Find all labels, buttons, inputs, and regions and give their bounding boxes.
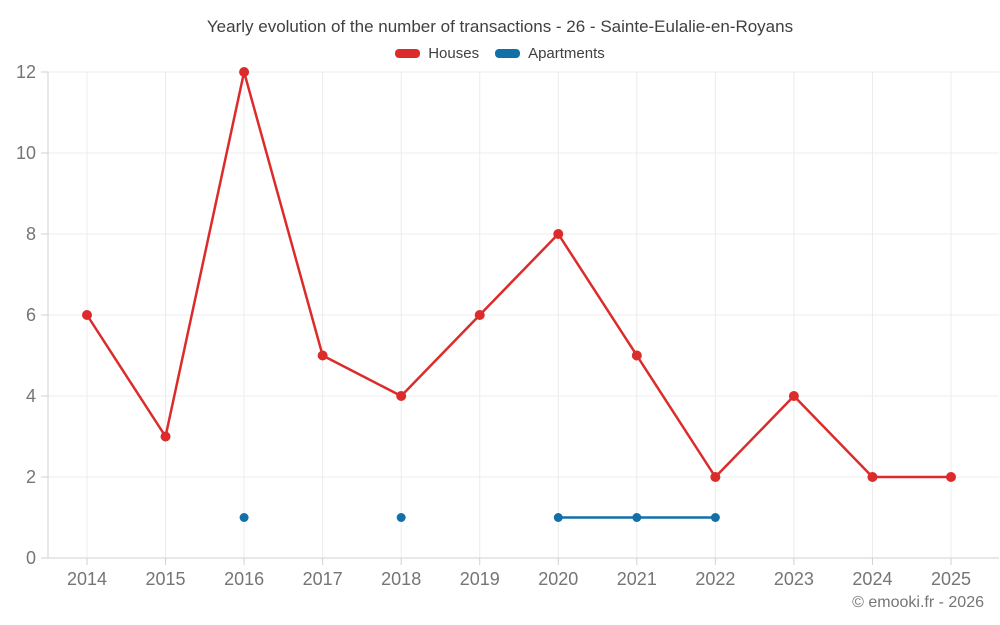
y-tick-label: 8	[26, 224, 36, 244]
x-tick-label: 2016	[224, 569, 264, 589]
x-tick-label: 2014	[67, 569, 107, 589]
x-tick-label: 2020	[538, 569, 578, 589]
x-tick-label: 2025	[931, 569, 971, 589]
copyright-text: © emooki.fr - 2026	[852, 594, 984, 611]
series-line-houses	[85, 70, 953, 479]
data-point-houses-2023[interactable]	[788, 391, 799, 401]
x-tick-label: 2018	[381, 569, 421, 589]
data-point-houses-2018[interactable]	[396, 391, 407, 401]
data-point-houses-2014[interactable]	[82, 310, 92, 320]
y-tick-label: 6	[26, 305, 36, 325]
chart-title: Yearly evolution of the number of transa…	[206, 17, 794, 36]
legend-label-apartments: Apartments	[528, 45, 605, 62]
data-point-houses-2022[interactable]	[710, 472, 721, 482]
data-point-houses-2024[interactable]	[867, 472, 878, 482]
data-point-houses-2019[interactable]	[474, 310, 485, 320]
data-point-houses-2025[interactable]	[946, 472, 956, 482]
apartments-swatch-icon	[495, 49, 521, 58]
x-tick-label: 2019	[460, 569, 500, 589]
x-tick-label: 2015	[146, 569, 186, 589]
data-point-houses-2021[interactable]	[631, 350, 642, 361]
y-tick-label: 2	[26, 467, 36, 487]
data-point-apartments-2022[interactable]	[710, 513, 720, 522]
data-point-houses-2017[interactable]	[317, 350, 328, 361]
data-point-houses-2016[interactable]	[239, 67, 250, 77]
data-point-apartments-2018[interactable]	[396, 513, 406, 522]
y-tick-label: 4	[26, 386, 36, 406]
data-point-apartments-2016[interactable]	[239, 513, 249, 522]
data-point-houses-2020[interactable]	[553, 229, 564, 239]
chart-legend: Houses Apartments	[0, 45, 1000, 62]
x-tick-label: 2023	[774, 569, 814, 589]
legend-item-apartments[interactable]: Apartments	[495, 45, 605, 62]
legend-item-houses[interactable]: Houses	[395, 45, 479, 62]
y-tick-label: 12	[16, 62, 36, 82]
y-tick-label: 0	[26, 548, 36, 568]
data-point-apartments-2020[interactable]	[553, 513, 563, 522]
y-tick-label: 10	[16, 143, 36, 163]
data-point-apartments-2021[interactable]	[632, 513, 642, 522]
legend-label-houses: Houses	[428, 45, 480, 62]
houses-swatch-icon	[395, 49, 421, 58]
x-tick-label: 2024	[852, 569, 892, 589]
data-point-houses-2015[interactable]	[160, 431, 171, 442]
x-tick-label: 2021	[617, 569, 657, 589]
x-tick-label: 2017	[303, 569, 343, 589]
x-tick-label: 2022	[695, 569, 735, 589]
